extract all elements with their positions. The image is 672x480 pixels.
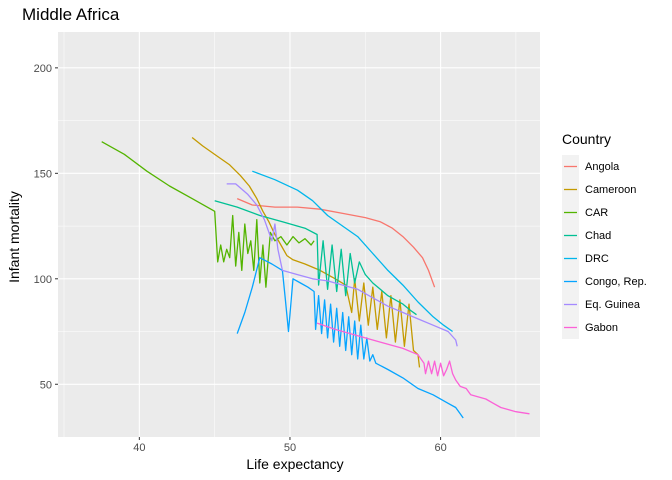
series-layer (101, 136, 530, 419)
legend-label-car: CAR (585, 207, 608, 219)
legend-label-cameroon: Cameroon (585, 184, 636, 196)
legend: Country Angola Cameroon CAR Chad DRC Congo, R… (562, 131, 647, 339)
legend-title: Country (562, 131, 611, 147)
legend-label-gabon: Gabon (585, 322, 618, 334)
series-line-congo-rep (236, 257, 464, 419)
series-line-eq-guinea (226, 183, 458, 347)
series-line-angola (236, 198, 436, 288)
legend-label-eq-guinea: Eq. Guinea (585, 299, 641, 311)
y-axis: 50 100 150 200 (34, 63, 58, 391)
y-tick-label: 200 (34, 63, 52, 75)
y-tick-label: 150 (34, 168, 52, 180)
y-tick-label: 100 (34, 274, 52, 286)
x-tick-label: 50 (284, 442, 296, 454)
series-line-drc (252, 170, 453, 333)
series-line-gabon (316, 322, 530, 415)
legend-label-drc: DRC (585, 253, 609, 265)
legend-label-angola: Angola (585, 161, 620, 173)
chart-title: Middle Africa (22, 5, 120, 24)
x-axis-title: Life expectancy (246, 456, 343, 472)
legend-label-chad: Chad (585, 230, 611, 242)
y-axis-title: Infant mortality (6, 191, 22, 283)
y-tick-label: 50 (40, 379, 52, 391)
x-tick-label: 40 (133, 442, 145, 454)
series-line-car (101, 141, 315, 288)
x-axis: 40 50 60 (133, 437, 447, 454)
series-line-cameroon (191, 136, 421, 368)
x-tick-label: 60 (434, 442, 446, 454)
legend-label-congo-rep: Congo, Rep. (585, 276, 647, 288)
series-line-chad (214, 200, 417, 316)
plot-panel (58, 32, 540, 437)
